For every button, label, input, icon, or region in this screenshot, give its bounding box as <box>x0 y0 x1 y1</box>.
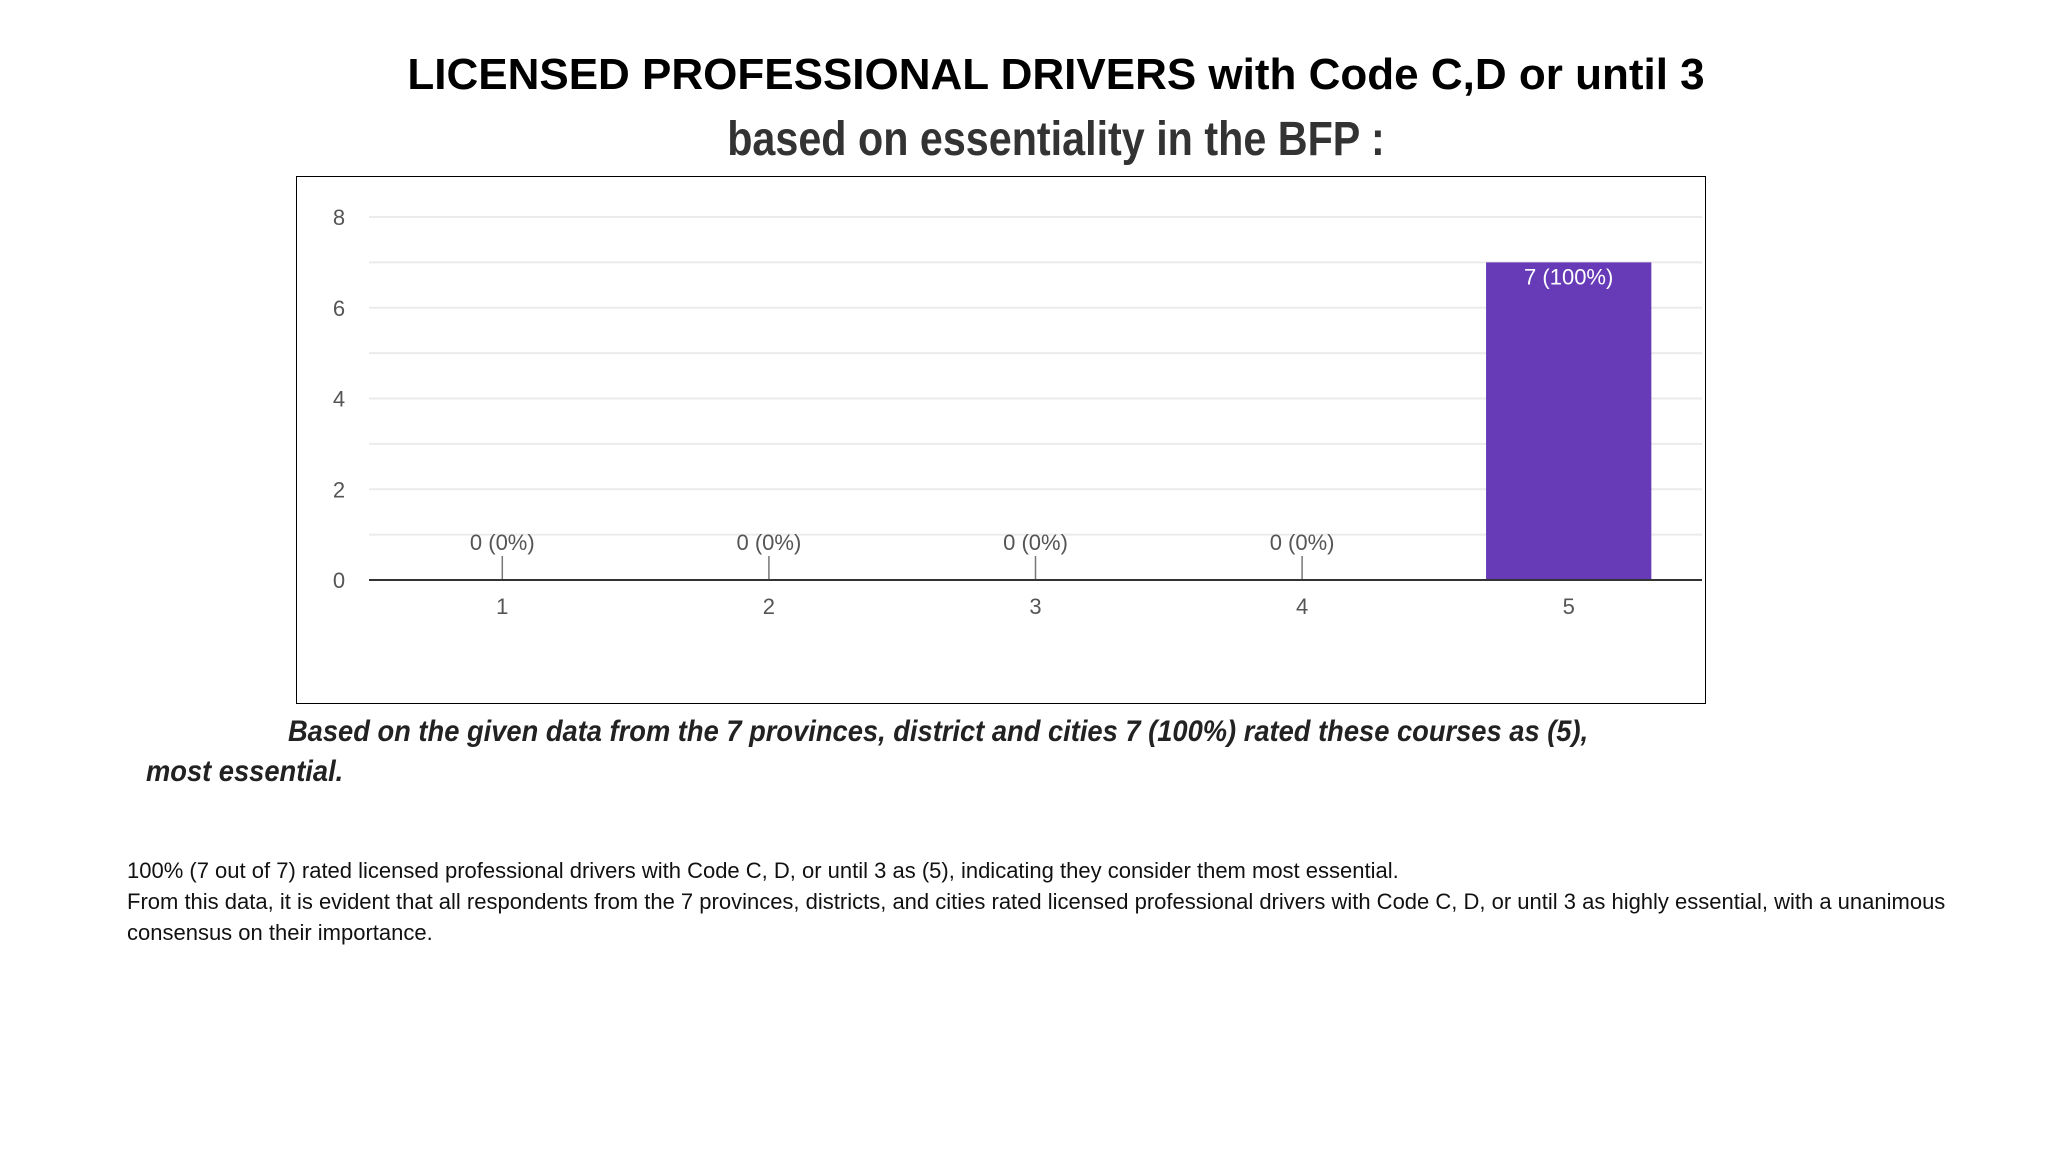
notes-line-1: 100% (7 out of 7) rated licensed profess… <box>127 858 1399 883</box>
y-tick-label: 6 <box>333 296 345 321</box>
x-tick-label: 1 <box>496 594 508 619</box>
y-tick-label: 4 <box>333 387 345 412</box>
bar-chart: 0 2 4 6 8 0 (0%) 1 0 (0%) 2 0 (0%) 3 0 (0%) 4 7 (100%… <box>296 176 1706 704</box>
bar-data-label: 7 (100%) <box>1524 264 1613 289</box>
bar-data-label: 0 (0%) <box>1270 530 1335 555</box>
bar-data-label: 0 (0%) <box>737 530 802 555</box>
title-line-2: based on essentiality in the BFP : <box>727 113 1385 166</box>
chart-summary: Based on the given data from the 7 provi… <box>146 715 1589 788</box>
bar <box>1486 262 1652 580</box>
bar-data-label: 0 (0%) <box>1003 530 1068 555</box>
y-tick-label: 0 <box>333 568 345 593</box>
bar-chart-svg: 0 2 4 6 8 0 (0%) 1 0 (0%) 2 0 (0%) 3 0 (0%) 4 7 (100%… <box>333 205 1702 619</box>
x-tick-label: 3 <box>1029 594 1041 619</box>
x-tick-label: 4 <box>1296 594 1308 619</box>
x-tick-label: 5 <box>1563 594 1575 619</box>
title-line-1: LICENSED PROFESSIONAL DRIVERS with Code … <box>407 50 1705 99</box>
notes-line-2: From this data, it is evident that all r… <box>127 889 1946 945</box>
bar-data-label: 0 (0%) <box>470 530 535 555</box>
y-tick-label: 8 <box>333 205 345 230</box>
y-tick-label: 2 <box>333 477 345 502</box>
x-tick-label: 2 <box>763 594 775 619</box>
notes: 100% (7 out of 7) rated licensed profess… <box>127 855 1987 948</box>
